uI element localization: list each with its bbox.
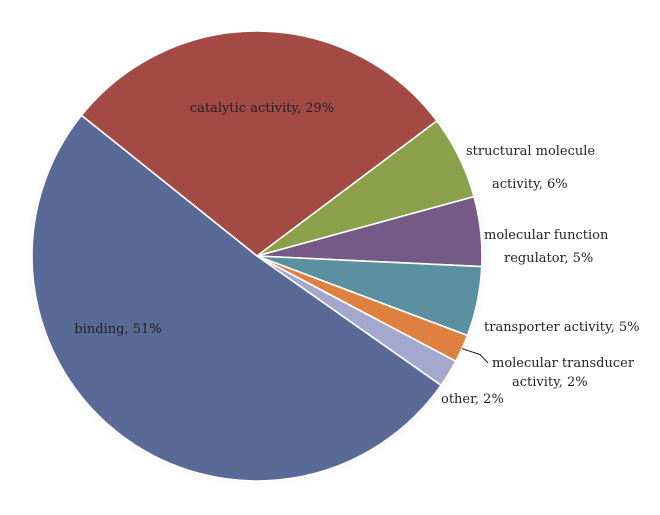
label-transporter-activity: transporter activity, 5% xyxy=(484,320,640,335)
label-structural-molecule-line1: structural molecule xyxy=(466,144,595,159)
label-molecular-transducer-line2: activity, 2% xyxy=(512,375,588,390)
label-structural-molecule-line2: activity, 6% xyxy=(492,177,568,192)
pie-slice-catalytic-activity xyxy=(80,30,438,257)
label-catalytic-activity: catalytic activity, 29% xyxy=(190,101,334,116)
label-other: other, 2% xyxy=(441,392,504,407)
label-molecular-transducer-line1: molecular transducer xyxy=(492,356,635,371)
label-binding: binding, 51% xyxy=(74,322,161,337)
label-molecular-function-line1: molecular function xyxy=(484,228,609,243)
label-molecular-function-line2: regulator, 5% xyxy=(504,251,593,266)
leader-line-molecular-transducer xyxy=(461,348,489,364)
pie-slice-binding xyxy=(31,114,442,482)
